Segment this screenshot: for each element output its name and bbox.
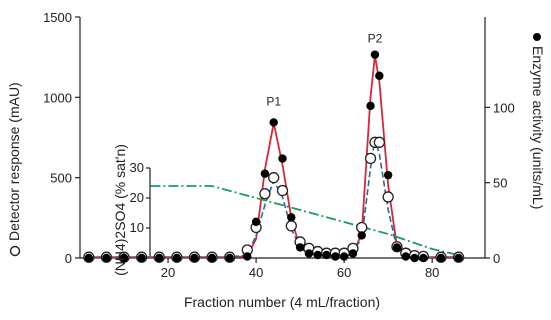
right-axis-title: Enzyme activity (units/mL): [530, 33, 546, 209]
detector-response-point: [356, 221, 368, 234]
enzyme-activity-point: [84, 253, 94, 263]
peak-label: P2: [368, 32, 383, 46]
left-y-tick-label: 500: [50, 171, 72, 186]
enzyme-activity-point: [383, 170, 393, 180]
enzyme-activity-point: [454, 253, 463, 263]
x-tick-label: 80: [425, 265, 439, 280]
detector-response-point: [259, 188, 271, 200]
series-line-solid-red: [88, 55, 459, 259]
enzyme-activity-point: [370, 50, 380, 59]
enzyme-activity-point: [269, 118, 278, 127]
enzyme-activity-point: [102, 253, 111, 263]
enzyme-activity-point: [295, 243, 305, 252]
detector-response-point: [382, 191, 394, 203]
x-ticks: 20 40 60 80: [161, 258, 439, 280]
enzyme-activity-point: [331, 252, 340, 261]
enzyme-activity-point: [339, 252, 349, 261]
inner-y-tick-label: 10: [130, 220, 144, 235]
enzyme-activity-point: [304, 249, 314, 258]
left-axis-title: Detector response (mAU): [6, 82, 22, 257]
enzyme-activity-point: [251, 217, 261, 227]
enzyme-activity-point: [419, 253, 428, 263]
enzyme-activity-point: [375, 71, 384, 80]
enzyme-activity-point: [410, 253, 419, 263]
enzyme-activity-point: [190, 253, 199, 263]
enzyme-activity-point: [119, 253, 129, 263]
enzyme-activity-point: [207, 253, 217, 263]
annotation-layer: P1 P2: [266, 32, 382, 109]
enzyme-activity-point: [260, 169, 270, 178]
enzyme-activity-point: [313, 250, 322, 260]
enzyme-activity-point: [172, 253, 182, 263]
enzyme-activity-point: [243, 252, 252, 261]
enzyme-activity-point: [392, 243, 402, 252]
right-y-tick-label: 100: [493, 100, 515, 115]
enzyme-activity-point: [155, 253, 164, 263]
series-line-dashdot-green: [150, 185, 459, 256]
open-circle-legend-icon: [9, 245, 21, 257]
left-y-tick-label: 1000: [43, 90, 72, 105]
detector-response-point: [373, 136, 385, 148]
enzyme-activity-point: [287, 213, 296, 222]
x-tick-label: 20: [161, 265, 175, 280]
right-axis-title-text: Enzyme activity (units/mL): [530, 46, 546, 209]
left-y-tick-label: 1500: [43, 10, 72, 25]
inner-y-tick-label: 20: [130, 190, 144, 205]
enzyme-activity-point: [357, 231, 366, 240]
left-y-ticks: 0 500 1000 1500: [43, 10, 80, 266]
x-axis-title: Fraction number (4 mL/fraction): [184, 294, 380, 310]
series-layer: [83, 50, 465, 263]
detector-response-point: [364, 152, 377, 165]
inner-y-ticks: 10 20 30: [130, 160, 150, 235]
right-y-tick-label: 0: [493, 251, 500, 266]
left-y-tick-label: 0: [65, 251, 72, 266]
inner-y-tick-label: 30: [130, 160, 144, 175]
enzyme-activity-point: [436, 253, 446, 263]
detector-response-point: [285, 220, 297, 232]
right-y-tick-label: 50: [493, 176, 507, 191]
detector-response-point: [268, 172, 280, 184]
left-axis-title-text: Detector response (mAU): [6, 82, 22, 241]
x-tick-label: 60: [337, 265, 351, 280]
x-tick-label: 40: [249, 265, 263, 280]
enzyme-activity-point: [225, 253, 234, 263]
detector-response-point: [276, 184, 289, 197]
enzyme-activity-point: [348, 249, 358, 258]
inner-axis-title: (NH4)2SO4 (% sat'n): [112, 144, 128, 276]
filled-circle-legend-icon: [533, 33, 541, 41]
enzyme-activity-point: [366, 101, 375, 111]
right-y-ticks: 0 50 100: [485, 100, 515, 266]
enzyme-activity-point: [137, 253, 146, 263]
peak-label: P1: [266, 94, 281, 108]
enzyme-activity-point: [401, 252, 410, 261]
enzyme-activity-point: [278, 154, 287, 163]
enzyme-activity-point: [322, 250, 331, 260]
